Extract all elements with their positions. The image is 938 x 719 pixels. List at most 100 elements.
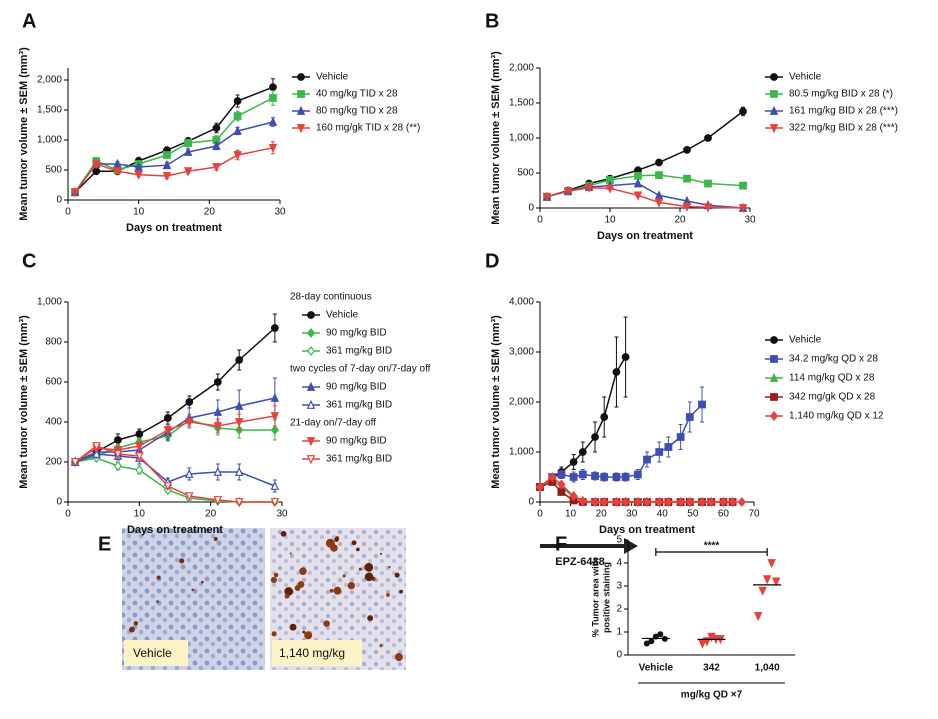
marker: [643, 455, 651, 464]
panel-letter: F: [555, 533, 567, 555]
series-line: [539, 403, 703, 488]
x-tick-label: Vehicle: [639, 663, 674, 674]
marker: [698, 639, 707, 649]
marker: [738, 204, 748, 214]
x-tick-label: 0: [65, 509, 71, 520]
marker: [634, 171, 642, 180]
stain-dot: [394, 572, 400, 578]
marker: [535, 481, 545, 493]
stain-dot: [364, 562, 374, 572]
marker: [584, 183, 594, 193]
marker: [233, 97, 242, 105]
y-tick-label: 400: [45, 417, 62, 428]
legend-label: 160 mg/gk TID x 28 (**): [316, 123, 420, 134]
marker: [655, 158, 663, 167]
marker: [135, 442, 144, 452]
marker: [682, 202, 692, 212]
marker: [268, 143, 278, 154]
marker: [591, 472, 599, 480]
marker: [268, 116, 278, 126]
marker: [163, 426, 173, 436]
marker: [113, 450, 123, 460]
legend-label: 1,140 mg/kg QD x 12: [789, 411, 884, 422]
marker: [569, 458, 578, 466]
marker: [306, 381, 316, 391]
y-tick-label: 0: [528, 203, 534, 214]
stain-dot: [399, 589, 403, 594]
marker: [633, 470, 642, 479]
marker: [270, 424, 279, 436]
marker: [621, 473, 630, 481]
marker: [162, 172, 172, 182]
y-tick-label: 2,000: [509, 397, 534, 408]
marker: [664, 443, 673, 451]
x-tick-label: 40: [657, 509, 669, 520]
marker: [270, 392, 280, 402]
marker: [306, 345, 316, 357]
stain-dot: [334, 537, 339, 542]
marker: [769, 105, 779, 115]
legend-label: 80.5 mg/kg BID x 28 (*): [789, 89, 893, 100]
marker: [591, 433, 599, 441]
marker: [233, 125, 242, 135]
image-label: Vehicle: [133, 646, 172, 660]
stain-dot: [271, 631, 277, 637]
marker: [612, 368, 621, 376]
panel-letter: B: [485, 10, 499, 32]
marker: [633, 178, 643, 188]
marker: [769, 372, 779, 382]
marker: [163, 482, 173, 492]
marker: [185, 468, 194, 478]
y-tick-label: 4,000: [509, 297, 534, 308]
legend-label: 322 mg/kg BID x 28 (***): [789, 123, 898, 134]
stain-dot: [323, 620, 330, 627]
image-label: 1,140 mg/kg: [279, 646, 345, 660]
legend-label: Vehicle: [316, 72, 349, 83]
stain-dot: [156, 600, 159, 603]
marker: [557, 488, 566, 496]
marker: [600, 473, 609, 481]
marker: [698, 400, 706, 409]
marker: [771, 577, 781, 587]
legend-label: 90 mg/kg BID: [326, 382, 387, 393]
stain-dot: [364, 572, 374, 582]
marker: [685, 413, 694, 421]
marker: [769, 124, 779, 134]
legend-label: 90 mg/kg BID: [326, 328, 387, 339]
marker: [697, 496, 707, 508]
stain-dot: [329, 588, 334, 593]
dot: [648, 638, 655, 645]
marker: [270, 480, 280, 490]
marker: [578, 495, 587, 507]
y-axis-title: Mean tumor volume ± SEM (mm³): [18, 315, 30, 489]
marker: [612, 496, 621, 508]
marker: [269, 83, 277, 92]
y-tick-label: 2,000: [37, 75, 62, 86]
x-tick-label: 60: [718, 509, 730, 520]
stain-dot: [270, 576, 277, 583]
label-box: [124, 640, 188, 666]
x-tick-label: 30: [274, 207, 286, 218]
stain-dot: [304, 631, 313, 640]
marker: [739, 107, 747, 116]
y-tick-label: 0: [528, 497, 534, 508]
significance-label: ****: [704, 541, 720, 552]
series-line: [74, 147, 274, 193]
marker: [664, 496, 673, 508]
marker: [704, 134, 712, 142]
y-tick-label: 1,000: [37, 297, 62, 308]
marker: [114, 436, 122, 444]
marker: [770, 90, 778, 98]
x-axis-title: Days on treatment: [597, 230, 693, 242]
marker: [306, 455, 316, 465]
arrow-label: EPZ-6438: [555, 556, 605, 568]
marker: [70, 458, 80, 468]
marker: [235, 356, 244, 364]
marker: [134, 161, 143, 171]
stain-dot: [213, 537, 218, 542]
x-tick-label: 10: [133, 207, 145, 218]
marker: [563, 187, 573, 197]
y-tick-label: 1,000: [509, 133, 534, 144]
stain-dot: [289, 552, 292, 555]
label-box: [272, 640, 362, 666]
